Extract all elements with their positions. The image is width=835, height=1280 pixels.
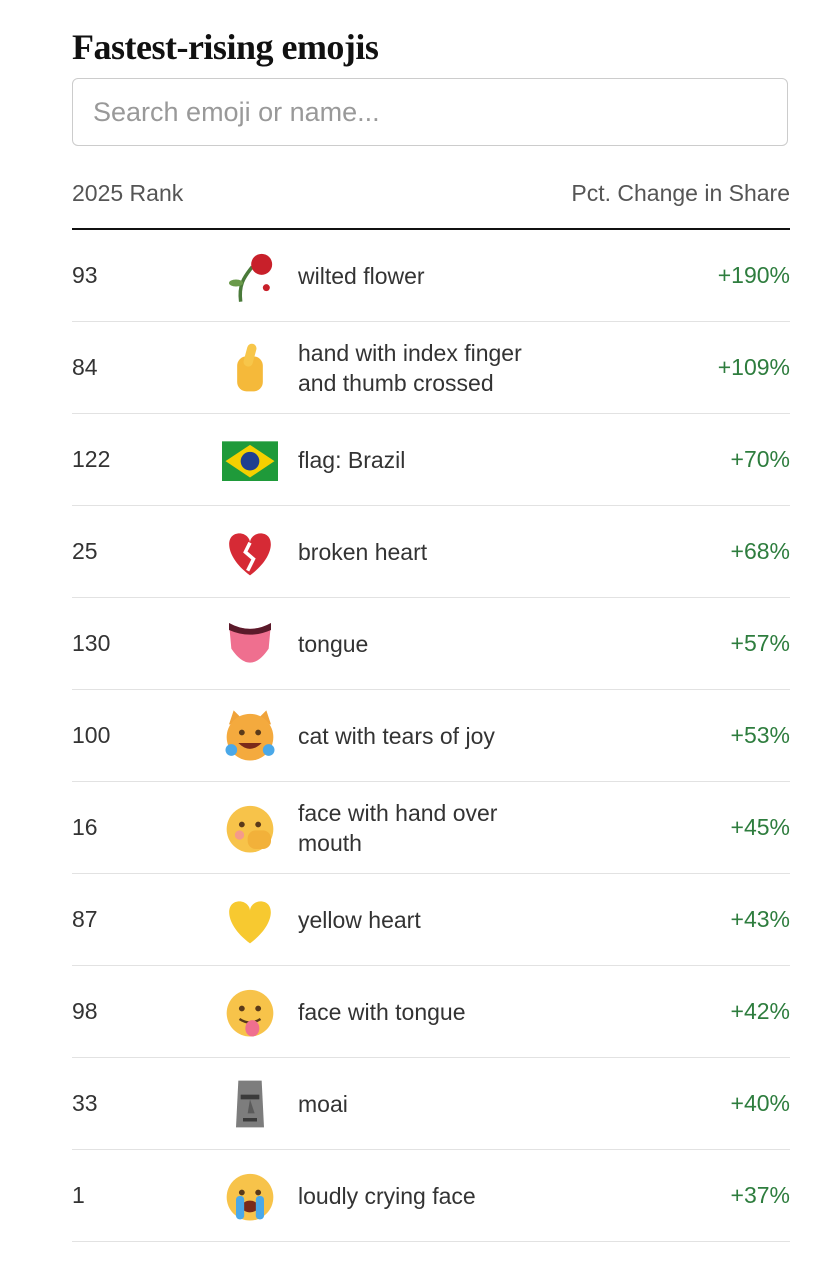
change-cell: +42% xyxy=(730,998,790,1024)
table-row: 100 cat with tears of joy +53% xyxy=(72,690,790,782)
emoji-icon xyxy=(218,1076,282,1132)
change-cell: +43% xyxy=(730,906,790,932)
name-cell: cat with tears of joy xyxy=(298,722,495,749)
emoji-icon xyxy=(218,432,282,488)
rank-cell: 16 xyxy=(72,814,98,840)
table-row: 1 loudly crying face +37% xyxy=(72,1150,790,1242)
emoji-icon xyxy=(218,524,282,580)
rank-cell: 33 xyxy=(72,1090,98,1116)
table-row: 122 flag: Brazil +70% xyxy=(72,414,790,506)
emoji-icon xyxy=(218,248,282,304)
emoji-glyph xyxy=(229,253,273,302)
table-row: 16 face with hand over mouth +45% xyxy=(72,782,790,874)
rank-cell: 122 xyxy=(72,446,111,472)
change-cell: +53% xyxy=(730,722,790,748)
name-cell: moai xyxy=(298,1090,348,1117)
name-cell: face with hand over mouth xyxy=(298,799,498,856)
rank-cell: 130 xyxy=(72,630,111,656)
emoji-glyph xyxy=(237,343,263,391)
emoji-glyph xyxy=(229,622,271,663)
name-cell: wilted flower xyxy=(298,262,425,289)
title: Fastest-rising emojis xyxy=(72,27,379,67)
name-cell: face with tongue xyxy=(298,998,466,1025)
table-row: 93 wilted flower +190% xyxy=(72,230,790,322)
change-cell: +70% xyxy=(730,446,790,472)
table-header: 2025 Rank Pct. Change in Share xyxy=(72,180,790,230)
table-row: 33 moai +40% xyxy=(72,1058,790,1150)
emoji-icon xyxy=(218,708,282,764)
emoji-glyph xyxy=(226,1173,274,1220)
change-cell: +40% xyxy=(730,1090,790,1116)
name-cell: loudly crying face xyxy=(298,1182,476,1209)
emoji-icon xyxy=(218,1168,282,1224)
search-input[interactable]: Search emoji or name... xyxy=(72,78,788,146)
emoji-glyph xyxy=(225,709,275,760)
change-cell: +109% xyxy=(717,354,790,380)
column-header: 2025 Rank xyxy=(72,180,184,206)
column-header: Pct. Change in Share xyxy=(571,180,790,206)
rank-cell: 1 xyxy=(72,1182,85,1208)
name-cell: hand with index finger and thumb crossed xyxy=(298,339,522,396)
change-cell: +57% xyxy=(730,630,790,656)
emoji-icon xyxy=(218,984,282,1040)
emoji-glyph xyxy=(229,900,271,943)
rank-cell: 87 xyxy=(72,906,98,932)
emoji-icon xyxy=(218,800,282,856)
table-row: 87 yellow heart +43% xyxy=(72,874,790,966)
emoji-icon xyxy=(218,892,282,948)
table-row: 98 face with tongue +42% xyxy=(72,966,790,1058)
rank-cell: 93 xyxy=(72,262,98,288)
emoji-icon xyxy=(218,616,282,672)
name-cell: broken heart xyxy=(298,538,428,565)
change-cell: +68% xyxy=(730,538,790,564)
table-body: 93 wilted flower +190% 84 hand with index fi… xyxy=(72,230,790,1242)
table-row: 84 hand with index finger and thumb cross… xyxy=(72,322,790,414)
rank-cell: 100 xyxy=(72,722,111,748)
change-cell: +45% xyxy=(730,814,790,840)
rank-cell: 98 xyxy=(72,998,98,1024)
emoji-icon xyxy=(218,340,282,396)
rank-cell: 25 xyxy=(72,538,98,564)
emoji-glyph xyxy=(226,805,274,852)
emoji-glyph xyxy=(226,989,274,1036)
emoji-glyph xyxy=(229,532,271,575)
change-cell: +37% xyxy=(730,1182,790,1208)
emoji-glyph xyxy=(222,440,278,481)
table-row: 130 tongue +57% xyxy=(72,598,790,690)
change-cell: +190% xyxy=(717,262,790,288)
name-cell: yellow heart xyxy=(298,906,421,933)
name-cell: flag: Brazil xyxy=(298,446,406,473)
name-cell: tongue xyxy=(298,630,369,657)
table-row: 25 broken heart +68% xyxy=(72,506,790,598)
emoji-glyph xyxy=(236,1080,264,1127)
rank-cell: 84 xyxy=(72,354,98,380)
